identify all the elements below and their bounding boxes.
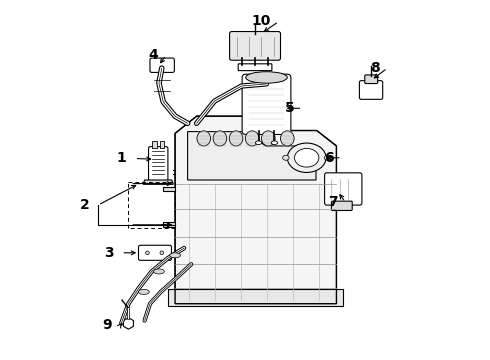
FancyBboxPatch shape: [139, 245, 172, 260]
Ellipse shape: [146, 251, 149, 255]
FancyBboxPatch shape: [331, 201, 352, 211]
Ellipse shape: [153, 269, 164, 274]
Polygon shape: [143, 180, 173, 184]
Polygon shape: [188, 132, 316, 180]
Text: 8: 8: [370, 61, 379, 75]
FancyBboxPatch shape: [324, 173, 362, 205]
Text: 6: 6: [324, 151, 334, 165]
Text: 5: 5: [285, 101, 294, 115]
Text: 1: 1: [117, 152, 126, 166]
Ellipse shape: [262, 131, 275, 146]
Polygon shape: [163, 222, 175, 227]
Ellipse shape: [197, 131, 211, 146]
FancyBboxPatch shape: [150, 58, 174, 72]
Ellipse shape: [255, 141, 262, 144]
Text: 4: 4: [148, 48, 158, 62]
Text: 9: 9: [103, 318, 112, 332]
Ellipse shape: [283, 155, 289, 160]
Text: 10: 10: [251, 14, 271, 28]
Ellipse shape: [245, 72, 287, 83]
Ellipse shape: [170, 253, 180, 258]
Bar: [168, 289, 343, 306]
Ellipse shape: [139, 289, 149, 294]
Ellipse shape: [160, 251, 164, 255]
Ellipse shape: [271, 141, 278, 144]
Ellipse shape: [280, 131, 294, 146]
Polygon shape: [175, 116, 337, 304]
Polygon shape: [123, 318, 133, 329]
FancyBboxPatch shape: [230, 32, 280, 60]
FancyBboxPatch shape: [359, 81, 383, 99]
Polygon shape: [163, 187, 175, 192]
FancyBboxPatch shape: [148, 147, 168, 182]
Ellipse shape: [287, 143, 326, 172]
Bar: [152, 140, 157, 148]
Ellipse shape: [245, 131, 259, 146]
Ellipse shape: [229, 131, 243, 146]
FancyBboxPatch shape: [365, 75, 378, 84]
FancyBboxPatch shape: [242, 74, 291, 134]
Ellipse shape: [294, 148, 319, 167]
Text: 7: 7: [328, 195, 338, 209]
Bar: [160, 140, 164, 148]
Text: 3: 3: [104, 246, 113, 260]
Ellipse shape: [213, 131, 227, 146]
Text: 2: 2: [80, 198, 90, 212]
Ellipse shape: [324, 155, 331, 160]
FancyBboxPatch shape: [238, 64, 272, 71]
